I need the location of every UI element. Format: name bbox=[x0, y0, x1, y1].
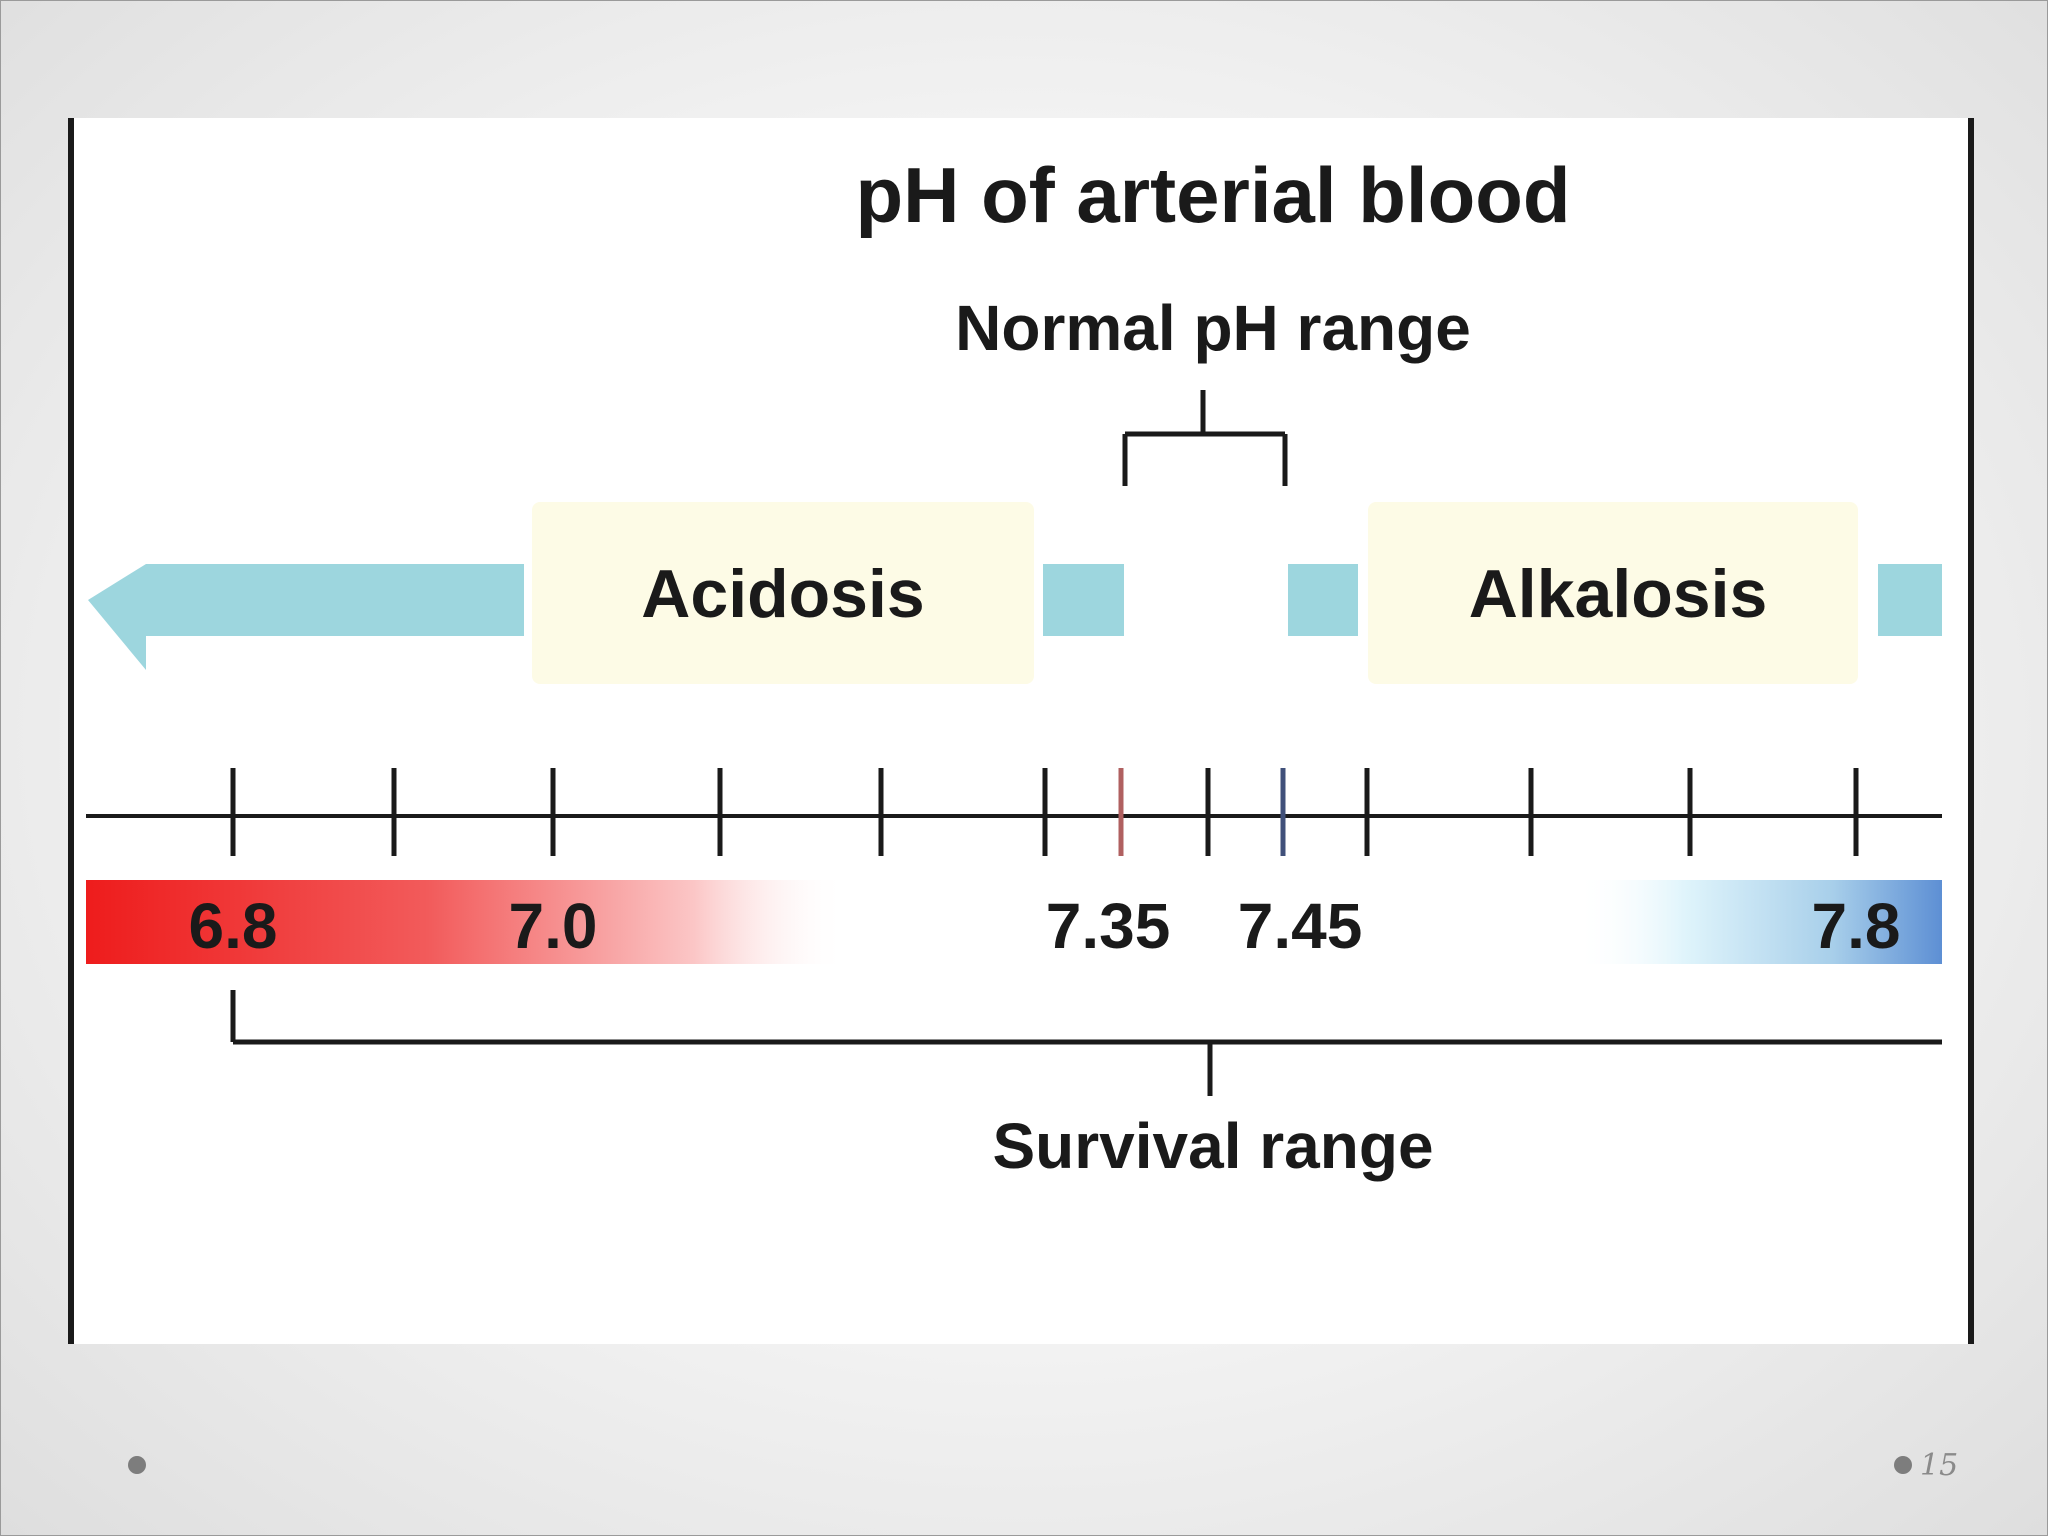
axis-ticks bbox=[230, 768, 1859, 856]
arrow-segment bbox=[1878, 564, 1942, 636]
arrow-segment bbox=[1288, 564, 1358, 636]
page-number: 15 bbox=[1920, 1448, 1959, 1483]
scale-label-7-35: 7.35 bbox=[1046, 890, 1171, 962]
acid-gradient-band bbox=[86, 880, 846, 964]
survival-range-label: Survival range bbox=[992, 1110, 1433, 1182]
alkaline-gradient-band bbox=[1575, 880, 1942, 964]
alkalosis-box bbox=[1368, 502, 1858, 684]
scale-label-7-8: 7.8 bbox=[1812, 890, 1901, 962]
diagram-title: pH of arterial blood bbox=[855, 151, 1570, 239]
normal-range-bracket bbox=[1122, 390, 1288, 486]
scale-label-7-0: 7.0 bbox=[509, 890, 598, 962]
acidosis-box bbox=[532, 502, 1034, 684]
right-bullet-dot bbox=[1894, 1456, 1912, 1474]
scale-label-7-45: 7.45 bbox=[1238, 890, 1363, 962]
ph-arrow-band bbox=[88, 526, 1942, 670]
figure-panel bbox=[68, 118, 1974, 1344]
alkalosis-label: Alkalosis bbox=[1469, 556, 1768, 632]
left-arrow-head bbox=[88, 526, 524, 670]
scale-label-6-8: 6.8 bbox=[189, 890, 278, 962]
arrow-segment bbox=[1043, 564, 1124, 636]
left-bullet-dot bbox=[128, 1456, 146, 1474]
normal-range-label: Normal pH range bbox=[955, 292, 1471, 364]
survival-range-bracket bbox=[230, 990, 1942, 1096]
acidosis-label: Acidosis bbox=[641, 556, 924, 632]
